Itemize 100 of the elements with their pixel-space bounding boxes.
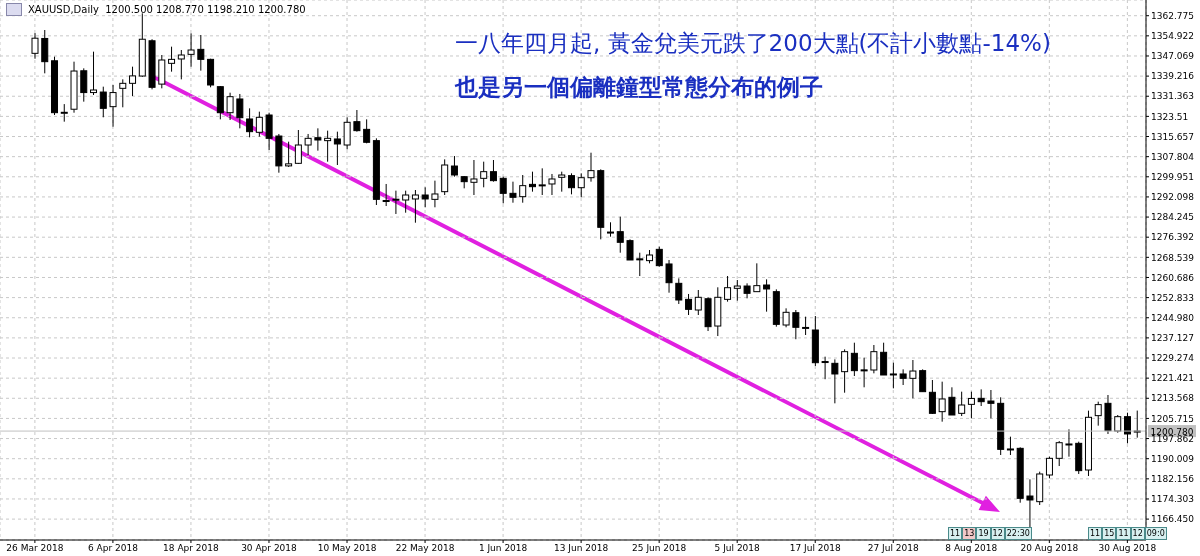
candlestick [382, 183, 390, 207]
y-tick-label: 1260.686 [1151, 272, 1195, 283]
candlestick [129, 66, 137, 97]
x-tick-label: 13 Jun 2018 [554, 543, 609, 554]
x-tick-label: 1 Jun 2018 [478, 543, 528, 554]
candlestick [1045, 456, 1053, 479]
x-tick-label: 22 May 2018 [395, 543, 455, 554]
y-tick-label: 1244.980 [1151, 312, 1195, 323]
candlestick [889, 362, 897, 389]
x-tick-label: 30 Aug 2018 [1098, 543, 1157, 554]
x-tick-label: 30 Apr 2018 [241, 543, 298, 554]
candlestick [763, 278, 771, 313]
x-tick-label: 10 May 2018 [317, 543, 377, 554]
y-tick-label: 1362.775 [1151, 10, 1194, 21]
candlestick [480, 161, 488, 188]
candlestick [333, 131, 341, 166]
x-tick-label: 6 Apr 2018 [87, 543, 139, 554]
candlestick [548, 173, 556, 196]
candlestick [909, 359, 917, 399]
candlestick [938, 381, 946, 423]
y-tick-label: 1182.156 [1151, 474, 1195, 485]
candlestick [285, 141, 293, 168]
y-tick-label: 1331.363 [1151, 91, 1194, 102]
candlestick [821, 356, 829, 380]
candlestick [1055, 440, 1063, 467]
candlestick [304, 133, 312, 156]
candlestick [1065, 428, 1073, 458]
candlestick [782, 307, 790, 328]
candlestick [675, 277, 683, 305]
candlestick [967, 391, 975, 419]
candlestick [665, 259, 673, 294]
candlestick [226, 92, 234, 121]
candlestick [265, 112, 273, 151]
candlestick [324, 130, 332, 163]
candlestick [31, 32, 39, 60]
x-tick-label: 8 Aug 2018 [945, 543, 998, 554]
x-tick-label: 17 Jul 2018 [789, 543, 841, 554]
candlestick [919, 368, 927, 393]
y-tick-label: 1323.51 [1151, 111, 1189, 122]
candlestick [567, 172, 575, 195]
y-tick-label: 1174.303 [1151, 494, 1194, 505]
y-tick-label: 1237.127 [1151, 333, 1194, 344]
candlestick [1006, 436, 1014, 456]
y-tick-label: 1292.098 [1151, 192, 1195, 203]
y-tick-label: 1190.009 [1151, 453, 1195, 464]
candlestick [450, 155, 458, 178]
candlestick [528, 171, 536, 193]
candlestick [431, 180, 439, 208]
candlestick [753, 262, 761, 293]
candlestick [831, 358, 839, 404]
y-tick-label: 1221.421 [1151, 373, 1194, 384]
candlestick [587, 152, 595, 183]
candlestick [109, 84, 117, 128]
y-tick-label: 1299.951 [1151, 171, 1194, 182]
candlestick [246, 107, 254, 138]
candlestick [860, 357, 868, 388]
candlestick [90, 51, 98, 96]
candlestick [626, 238, 634, 261]
candlestick [314, 127, 322, 152]
candlestick [577, 172, 585, 198]
candlestick [187, 32, 195, 68]
candlestick [958, 391, 966, 417]
y-tick-label: 1307.804 [1151, 151, 1195, 162]
candlestick [41, 29, 49, 74]
candlestick [616, 216, 624, 254]
chart-title: XAUUSD,Daily 1200.500 1208.770 1198.210 1200.780 [27, 3, 306, 16]
candlestick [470, 159, 478, 196]
candlestick [733, 279, 741, 302]
candlestick [880, 342, 888, 376]
candlestick [402, 190, 410, 214]
candlestick [899, 368, 907, 386]
candlestick [802, 316, 810, 336]
x-tick-label: 20 Aug 2018 [1020, 543, 1079, 554]
candlestick [392, 190, 400, 215]
x-tick-label: 26 Mar 2018 [6, 543, 64, 554]
candlestick [870, 344, 878, 374]
candlestick [558, 171, 566, 193]
annotation: 11 13 19 12 22:30 [949, 528, 1031, 540]
candlestick [694, 289, 702, 316]
y-tick-label: 1339.216 [1151, 71, 1195, 82]
y-tick-label: 1315.657 [1151, 131, 1194, 142]
candlestick [724, 275, 732, 303]
x-tick-label: 18 Apr 2018 [163, 543, 220, 554]
x-tick-label: 27 Jul 2018 [867, 543, 920, 554]
candlestick [80, 67, 88, 103]
y-tick-label: 1166.450 [1151, 514, 1195, 525]
y-tick-label: 1213.568 [1151, 393, 1195, 404]
y-tick-label: 1354.922 [1151, 31, 1194, 42]
y-tick-label: 1347.069 [1151, 51, 1195, 62]
candlestick [509, 181, 517, 204]
candlestick [948, 386, 956, 416]
candlestick [489, 159, 497, 183]
y-tick-label: 1252.833 [1151, 292, 1194, 303]
y-tick-label: 1205.715 [1151, 413, 1194, 424]
candlestick [538, 167, 546, 196]
candlestick [1094, 401, 1102, 427]
candlestick [236, 93, 244, 129]
candlestick [792, 309, 800, 340]
candlestick [411, 189, 419, 224]
candlestick [353, 109, 361, 133]
